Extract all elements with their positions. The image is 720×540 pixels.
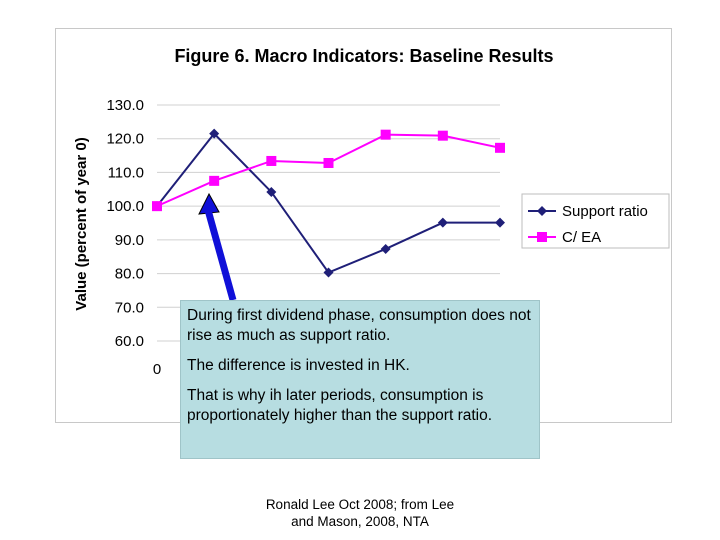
data-point-c-ea	[380, 129, 391, 140]
data-point-c-ea	[209, 175, 220, 186]
y-axis-label: Value (percent of year 0)	[73, 137, 90, 310]
legend-label: C/ EA	[562, 229, 601, 246]
data-point-support-ratio	[323, 267, 334, 278]
y-tick-label: 130.0	[106, 97, 144, 114]
data-point-support-ratio	[437, 217, 448, 228]
y-tick-label: 120.0	[106, 131, 144, 148]
legend-marker	[537, 232, 547, 242]
data-point-support-ratio	[495, 217, 505, 228]
y-tick-label: 90.0	[115, 232, 144, 249]
data-point-c-ea	[266, 155, 277, 166]
annotation-paragraph-1: During first dividend phase, consumption…	[187, 307, 531, 344]
data-point-c-ea	[323, 157, 334, 168]
data-point-support-ratio	[266, 186, 277, 197]
annotation-paragraph-3: That is why ih later periods, consumptio…	[187, 387, 493, 424]
y-tick-label: 80.0	[115, 266, 144, 283]
series-layer	[152, 128, 505, 278]
axes: 60.0 70.0 80.0 90.0 100.0 110.0 120.0 130.0 0	[106, 97, 161, 378]
data-point-support-ratio	[380, 243, 391, 254]
arrow-shaft	[204, 209, 237, 301]
annotation-arrow	[198, 192, 237, 301]
credit-line-2: and Mason, 2008, NTA	[291, 514, 429, 529]
annotation-paragraph-2: The difference is invested in HK.	[187, 357, 410, 374]
annotation-box: During first dividend phase, consumption…	[180, 300, 540, 459]
y-tick-label: 70.0	[115, 299, 144, 316]
data-point-support-ratio	[209, 128, 220, 139]
data-point-c-ea	[152, 201, 162, 212]
y-tick-label: 60.0	[115, 333, 144, 350]
chart-title: Figure 6. Macro Indicators: Baseline Res…	[174, 46, 553, 66]
credit-line-1: Ronald Lee Oct 2008; from Lee	[265, 497, 455, 512]
x-tick-label: 0	[153, 361, 161, 378]
source-credit: Ronald Lee Oct 2008; from Lee and Mason,…	[230, 496, 490, 530]
legend-marker	[537, 206, 547, 216]
legend-label: Support ratio	[562, 203, 648, 220]
y-tick-label: 100.0	[106, 198, 144, 215]
data-point-c-ea	[437, 130, 448, 141]
data-point-c-ea	[495, 142, 505, 153]
y-tick-label: 110.0	[108, 164, 144, 181]
legend: Support ratio C/ EA	[521, 193, 670, 249]
